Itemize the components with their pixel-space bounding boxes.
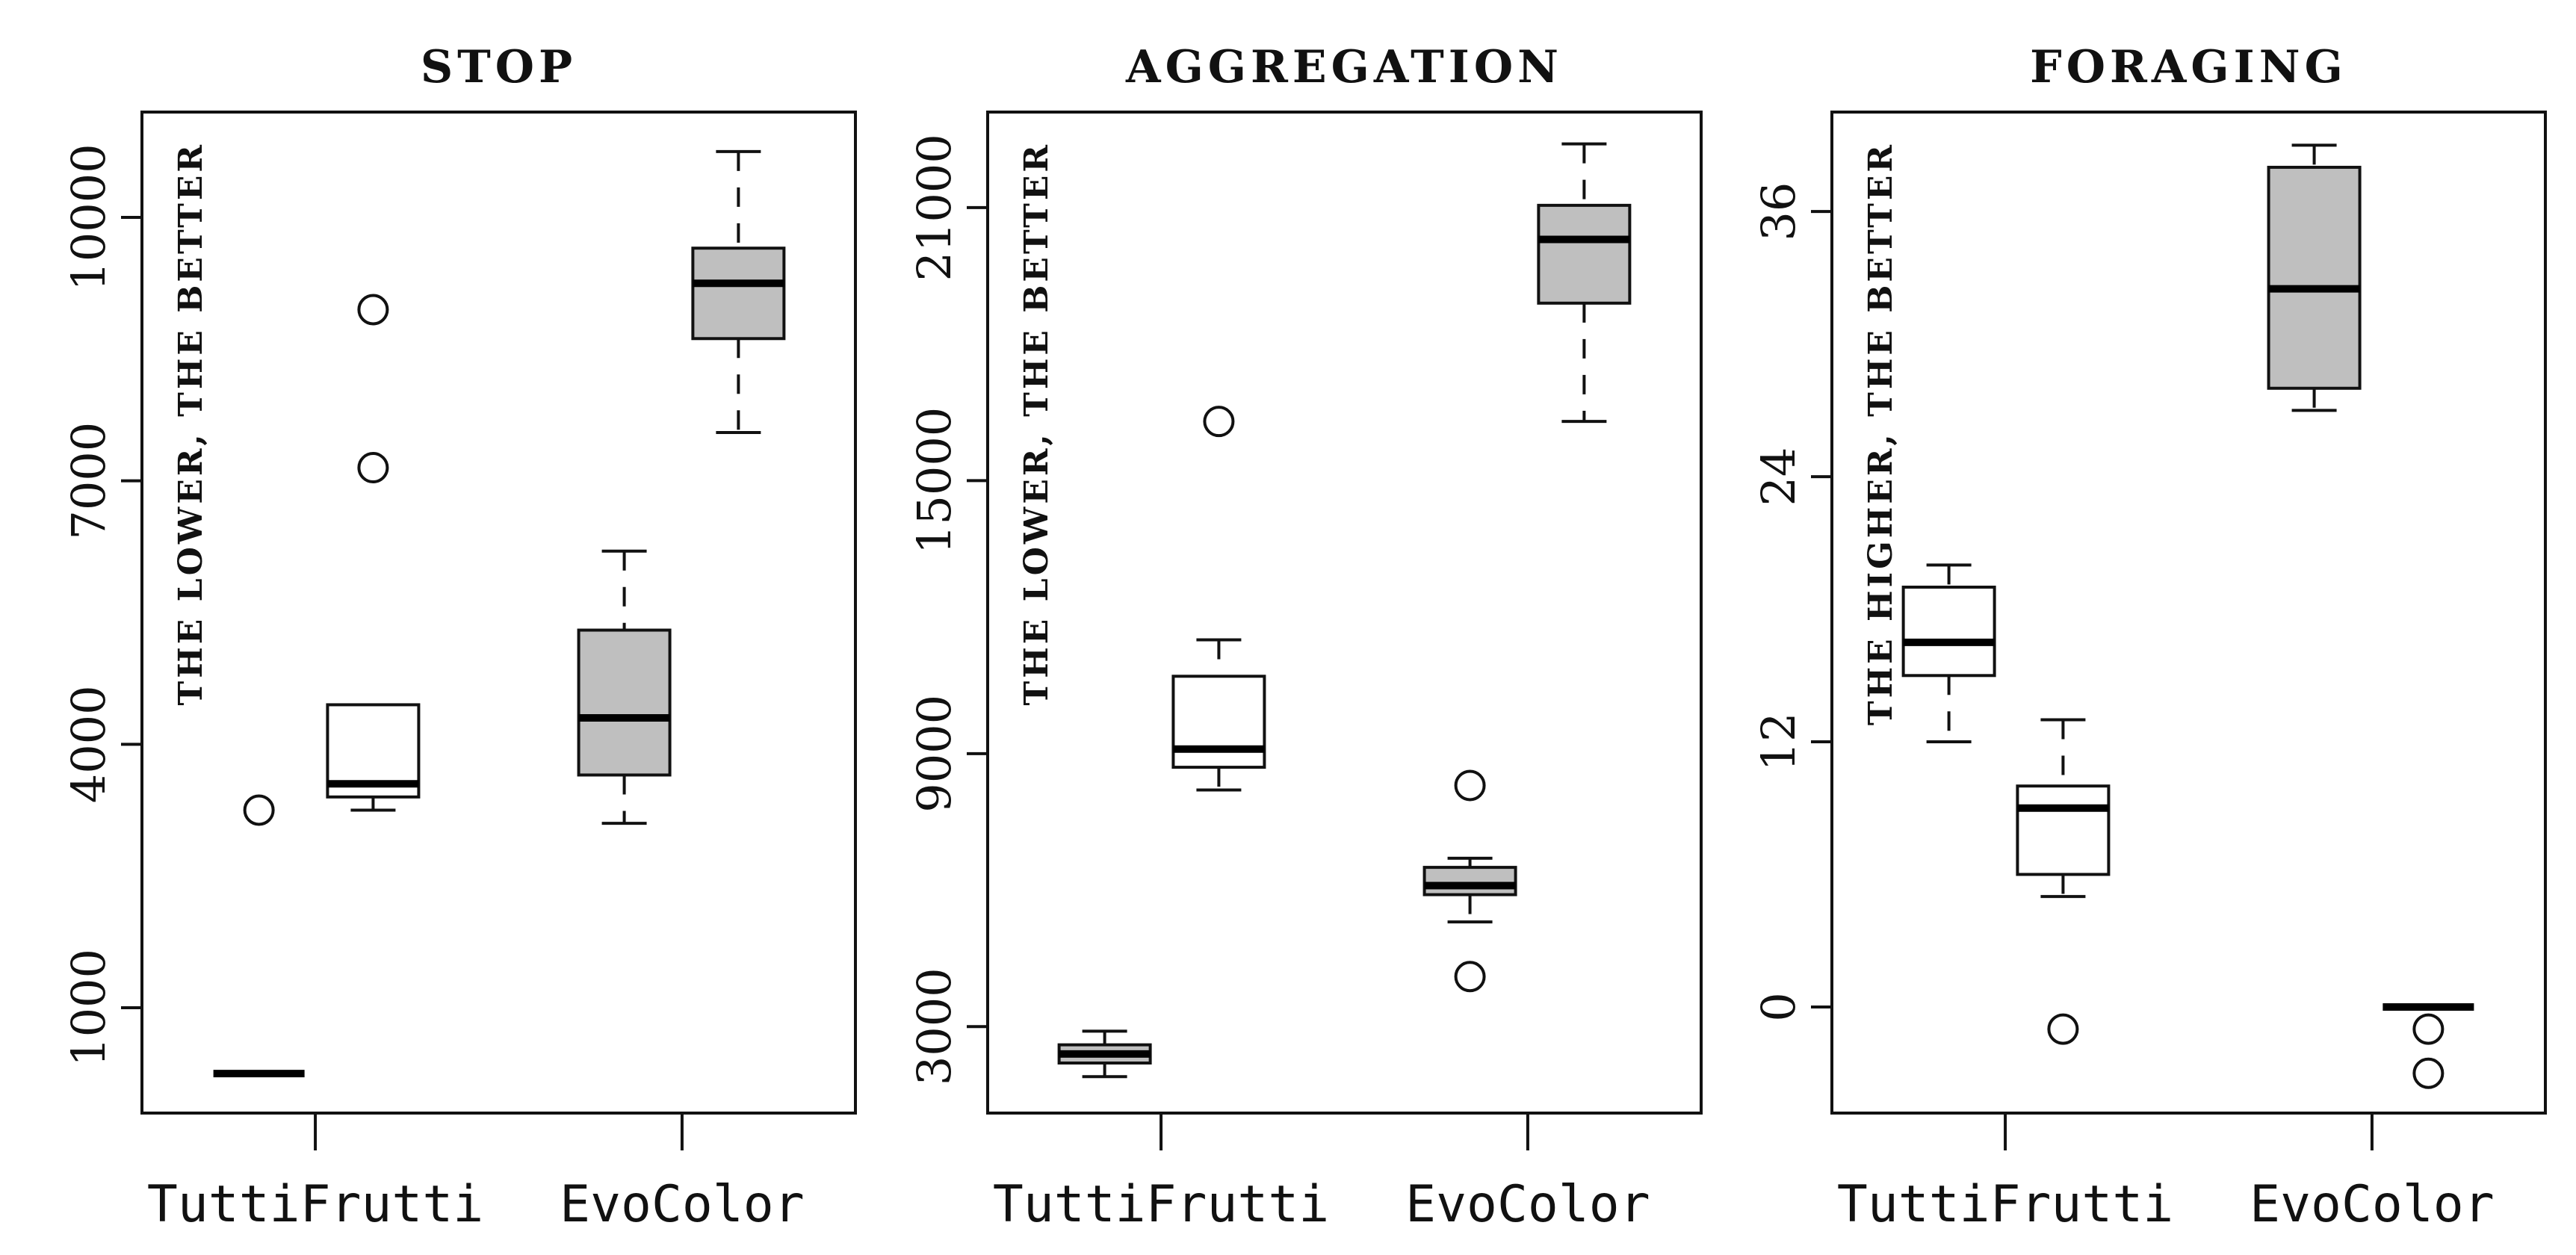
x-category-label: TuttiFrutti [1837,1175,2173,1234]
panel-title: AGGREGATION [1125,41,1563,93]
box-body [2267,165,2362,390]
y-tick-label: 24 [1751,447,1806,506]
box-1 [1057,1029,1152,1079]
panel-title: STOP [421,41,577,93]
outlier-point [2047,1013,2079,1045]
y-tick-label: 15000 [907,407,962,554]
y-tick-label: 4000 [61,685,116,803]
box-2 [326,294,421,812]
x-category-label: EvoColor [1405,1175,1650,1234]
box-body [1901,585,1996,678]
panel-note: THE HIGHER, THE BETTER [1862,142,1900,725]
box-3 [2267,143,2362,412]
box-body [691,247,786,341]
box-3 [1422,769,1517,993]
y-tick-label: 9000 [907,695,962,813]
box-4 [691,149,786,435]
outlier-point [243,794,275,826]
x-category-label: TuttiFrutti [147,1175,483,1234]
chart-panel-3: FORAGING THE HIGHER, THE BETTER 0 12 24 36 Tut… [1751,41,2547,1234]
box-3 [577,549,672,825]
panel-note: THE LOWER, THE BETTER [1018,142,1056,706]
chart-panel-1: STOP THE LOWER, THE BETTER 1000 4000 7000 100… [61,41,857,1234]
y-tick-label: 12 [1751,713,1806,772]
box-1 [1901,563,1996,744]
plot-frame [140,111,857,1115]
box-2 [2016,718,2111,1045]
outlier-point [1203,406,1235,438]
plot-frame [1830,111,2547,1115]
y-tick-label: 3000 [907,967,962,1085]
box-body [2016,784,2111,876]
outlier-point [1454,961,1486,993]
y-tick-label: 21000 [907,134,962,281]
box-body [1422,866,1517,896]
box-2 [1171,406,1266,792]
y-tick-label: 1000 [61,949,116,1067]
box-4 [2383,1003,2474,1089]
box-body [1171,675,1266,769]
outlier-point [357,452,389,484]
x-category-label: EvoColor [2250,1175,2495,1234]
outlier-point [357,294,389,326]
box-body [1537,203,1632,305]
x-category-label: TuttiFrutti [993,1175,1329,1234]
panel-title: FORAGING [2030,41,2347,93]
box-1 [213,794,305,1078]
panel-note: THE LOWER, THE BETTER [172,142,210,706]
y-tick-label: 36 [1751,182,1806,241]
box-4 [1537,142,1632,424]
chart-panel-2: AGGREGATION THE LOWER, THE BETTER 3000 9000… [907,41,1703,1234]
outlier-point [2412,1057,2445,1089]
y-tick-label: 10000 [61,143,116,291]
x-category-label: EvoColor [560,1175,805,1234]
box-body [577,628,672,777]
outlier-point [1454,769,1486,802]
outlier-point [2412,1013,2445,1045]
y-tick-label: 7000 [61,422,116,540]
y-tick-label: 0 [1751,992,1806,1021]
plot-frame [986,111,1703,1115]
